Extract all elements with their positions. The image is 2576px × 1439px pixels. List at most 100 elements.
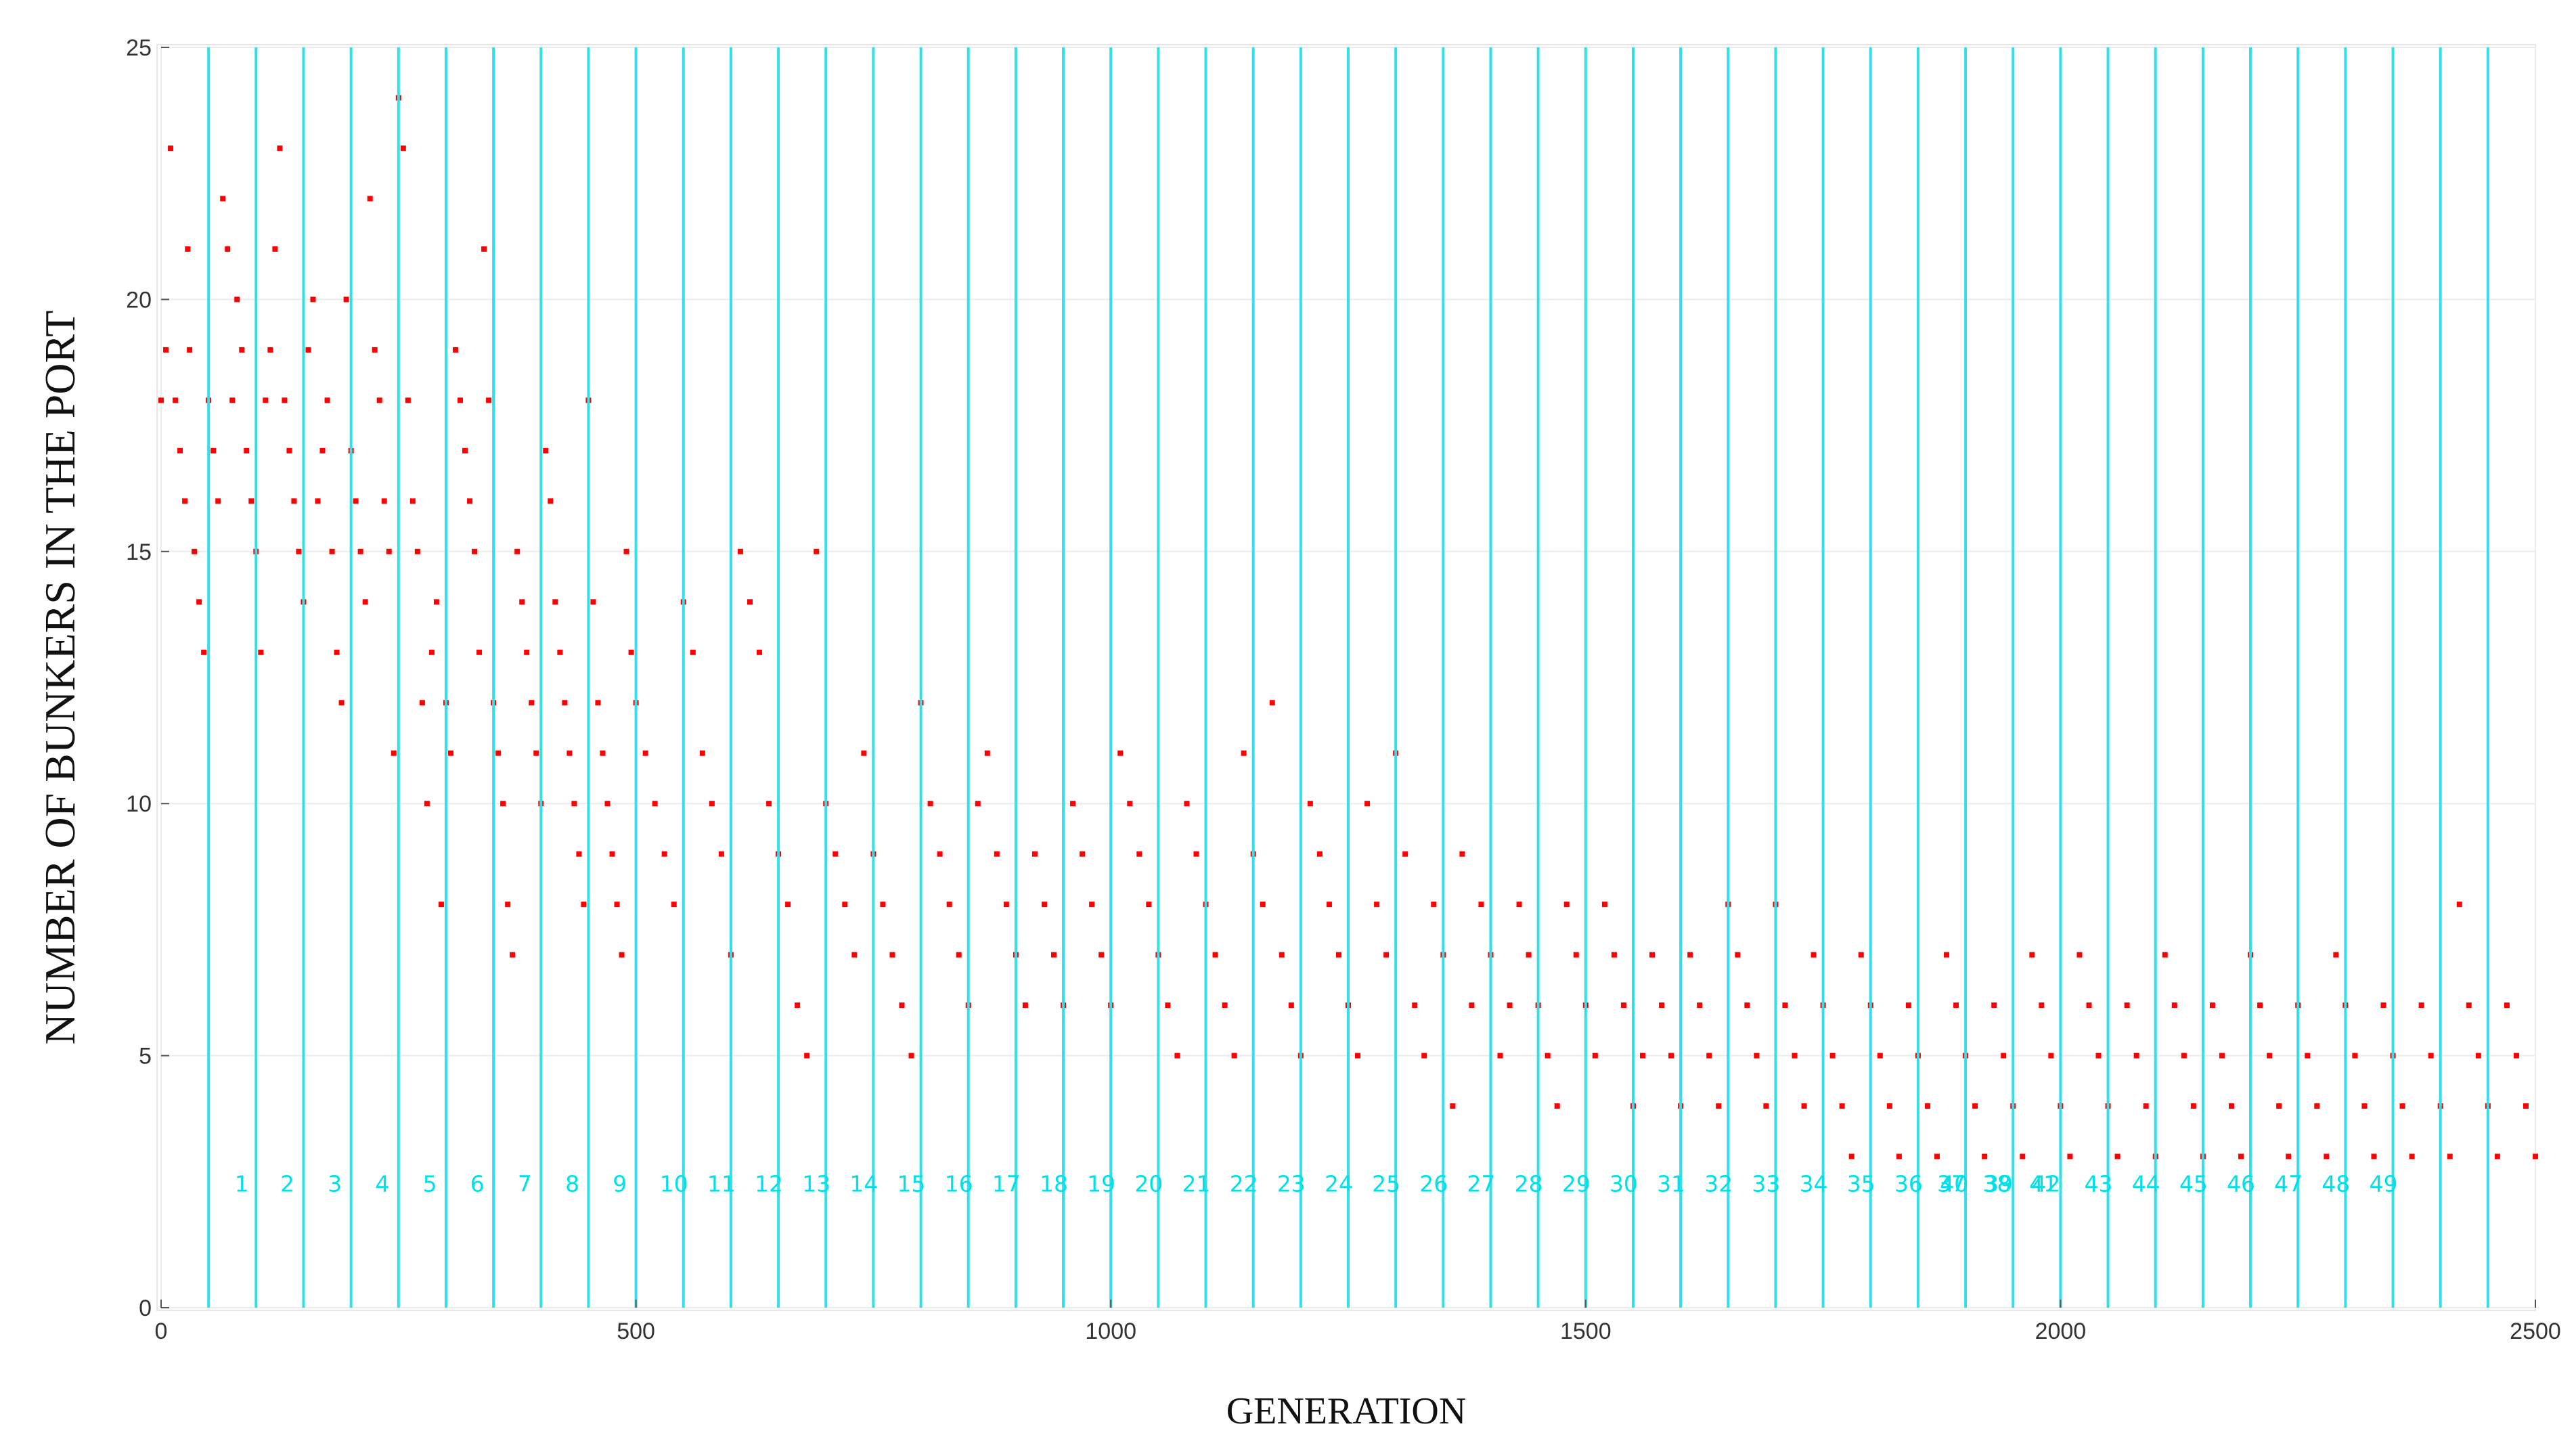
data-point-86 [562, 700, 568, 706]
data-point-115 [766, 801, 772, 807]
data-point-194 [1516, 902, 1522, 908]
segment-label-2: 2 [280, 1171, 294, 1197]
data-point-67 [472, 548, 478, 554]
data-point-25 [272, 246, 278, 252]
segment-label-34: 34 [1800, 1171, 1828, 1197]
data-point-147 [1070, 801, 1076, 807]
data-point-48 [381, 498, 387, 504]
segment-label-15: 15 [897, 1171, 926, 1197]
data-point-133 [937, 851, 943, 857]
data-point-10 [201, 649, 207, 655]
segment-label-21: 21 [1182, 1171, 1210, 1197]
data-point-238 [1934, 1153, 1940, 1159]
data-point-173 [1316, 851, 1323, 857]
data-point-8 [192, 548, 198, 554]
data-point-26 [277, 145, 283, 151]
data-point-232 [1877, 1053, 1883, 1059]
segment-label-6: 6 [470, 1171, 485, 1197]
data-point-187 [1450, 1103, 1456, 1109]
data-point-96 [609, 851, 615, 857]
data-point-300 [2523, 1103, 2529, 1109]
data-point-44 [362, 599, 368, 605]
x-tick-label-1500: 1500 [1560, 1319, 1612, 1344]
data-point-195 [1526, 952, 1532, 958]
data-point-280 [2333, 952, 2339, 958]
data-point-92 [590, 599, 596, 605]
data-point-198 [1554, 1103, 1560, 1109]
data-point-150 [1098, 952, 1105, 958]
data-point-234 [1896, 1153, 1902, 1159]
data-point-289 [2418, 1002, 2424, 1009]
data-point-110 [718, 851, 724, 857]
segment-label-10: 10 [660, 1171, 688, 1197]
data-point-108 [699, 750, 705, 756]
data-point-69 [481, 246, 487, 252]
segment-label-20: 20 [1134, 1171, 1163, 1197]
data-point-242 [1972, 1103, 1978, 1109]
segment-label-43: 43 [2085, 1171, 2113, 1197]
data-point-301 [2533, 1153, 2538, 1159]
data-point-209 [1659, 1002, 1665, 1009]
data-point-105 [671, 902, 677, 908]
data-point-17 [234, 296, 240, 303]
data-point-65 [462, 447, 468, 453]
data-point-244 [1991, 1002, 1997, 1009]
data-point-36 [324, 397, 330, 403]
data-point-207 [1639, 1053, 1645, 1059]
data-point-40 [343, 296, 349, 303]
data-point-282 [2352, 1053, 2358, 1059]
data-point-113 [747, 599, 753, 605]
data-point-272 [2257, 1002, 2263, 1009]
data-point-7 [187, 347, 193, 353]
segment-label-27: 27 [1467, 1171, 1495, 1197]
data-point-199 [1563, 902, 1570, 908]
data-point-120 [814, 548, 820, 554]
data-point-255 [2095, 1053, 2102, 1059]
segment-label-24: 24 [1325, 1171, 1353, 1197]
data-point-84 [552, 599, 558, 605]
data-point-30 [296, 548, 302, 554]
y-tick-label-5: 5 [139, 1044, 152, 1069]
data-point-189 [1469, 1002, 1475, 1009]
segment-label-3: 3 [328, 1171, 342, 1197]
data-point-245 [2001, 1053, 2007, 1059]
data-point-155 [1146, 902, 1152, 908]
data-point-257 [2114, 1153, 2120, 1159]
data-point-0 [158, 397, 164, 403]
data-point-135 [956, 952, 962, 958]
data-point-18 [239, 347, 245, 353]
data-point-19 [244, 447, 250, 453]
data-point-93 [595, 700, 601, 706]
data-point-273 [2267, 1053, 2273, 1059]
segment-label-41: 41 [2029, 1171, 2058, 1197]
data-point-4 [177, 447, 183, 453]
data-point-224 [1801, 1103, 1807, 1109]
y-axis-title: NUMBER OF BUNKERS IN THE PORT [36, 311, 84, 1045]
segment-label-28: 28 [1515, 1171, 1543, 1197]
data-point-3 [173, 397, 179, 403]
data-point-170 [1288, 1002, 1294, 1009]
data-point-114 [757, 649, 763, 655]
data-point-298 [2504, 1002, 2510, 1009]
data-point-35 [319, 447, 326, 453]
data-point-223 [1792, 1053, 1798, 1059]
data-point-42 [353, 498, 359, 504]
data-point-123 [842, 902, 848, 908]
y-tick-label-0: 0 [139, 1296, 152, 1321]
data-point-140 [1003, 902, 1009, 908]
segment-label-32: 32 [1704, 1171, 1733, 1197]
data-point-268 [2219, 1053, 2225, 1059]
data-point-54 [409, 498, 416, 504]
data-point-104 [661, 851, 667, 857]
segment-label-46: 46 [2227, 1171, 2255, 1197]
data-point-33 [310, 296, 316, 303]
data-point-22 [258, 649, 264, 655]
data-point-38 [334, 649, 340, 655]
segment-label-48: 48 [2322, 1171, 2350, 1197]
data-point-279 [2324, 1153, 2330, 1159]
data-point-277 [2305, 1053, 2311, 1059]
data-point-288 [2409, 1153, 2415, 1159]
data-point-49 [386, 548, 392, 554]
segment-label-4: 4 [375, 1171, 389, 1197]
segment-label-18: 18 [1040, 1171, 1068, 1197]
